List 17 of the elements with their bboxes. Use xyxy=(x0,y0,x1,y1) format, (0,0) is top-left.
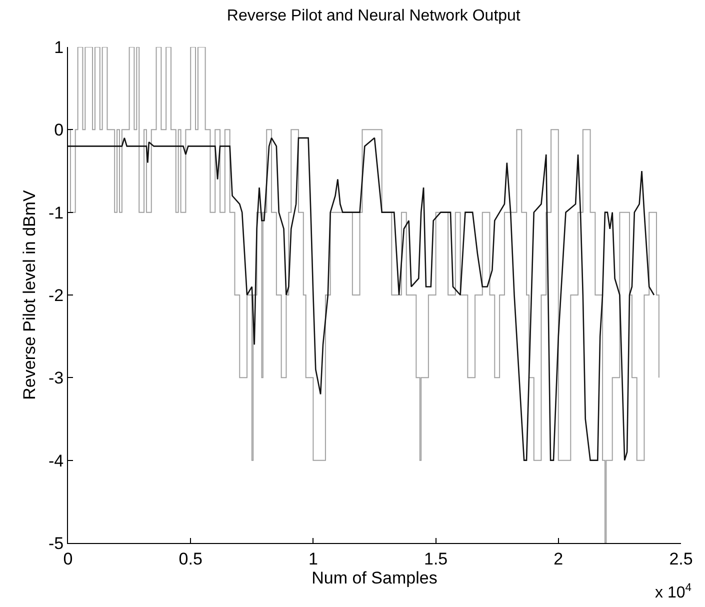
y-tick-label: -5 xyxy=(48,534,64,553)
x-tick-label: 1 xyxy=(308,549,318,568)
y-tick-label: -3 xyxy=(48,368,64,388)
x-axis-title: Num of Samples xyxy=(312,568,438,588)
text: x 10$^{4}$ xyxy=(655,582,692,602)
x-tick-label: 2 xyxy=(554,549,564,568)
line-series xyxy=(68,137,655,461)
y-tick-label: -1 xyxy=(48,203,64,222)
y-tick-label: 1 xyxy=(54,38,64,57)
y-axis-title: Reverse Pilot level in dBmV xyxy=(20,189,40,400)
y-tick-label: 0 xyxy=(54,120,64,140)
x-tick-label: 1.5 xyxy=(424,549,448,568)
chart-title: Reverse Pilot and Neural Network Output xyxy=(226,7,521,24)
y-tick-label: -4 xyxy=(48,451,64,470)
x-tick-label: 0.5 xyxy=(178,549,202,568)
y-tick-label: -2 xyxy=(48,286,64,305)
x-tick-label: 2.5 xyxy=(669,549,693,568)
